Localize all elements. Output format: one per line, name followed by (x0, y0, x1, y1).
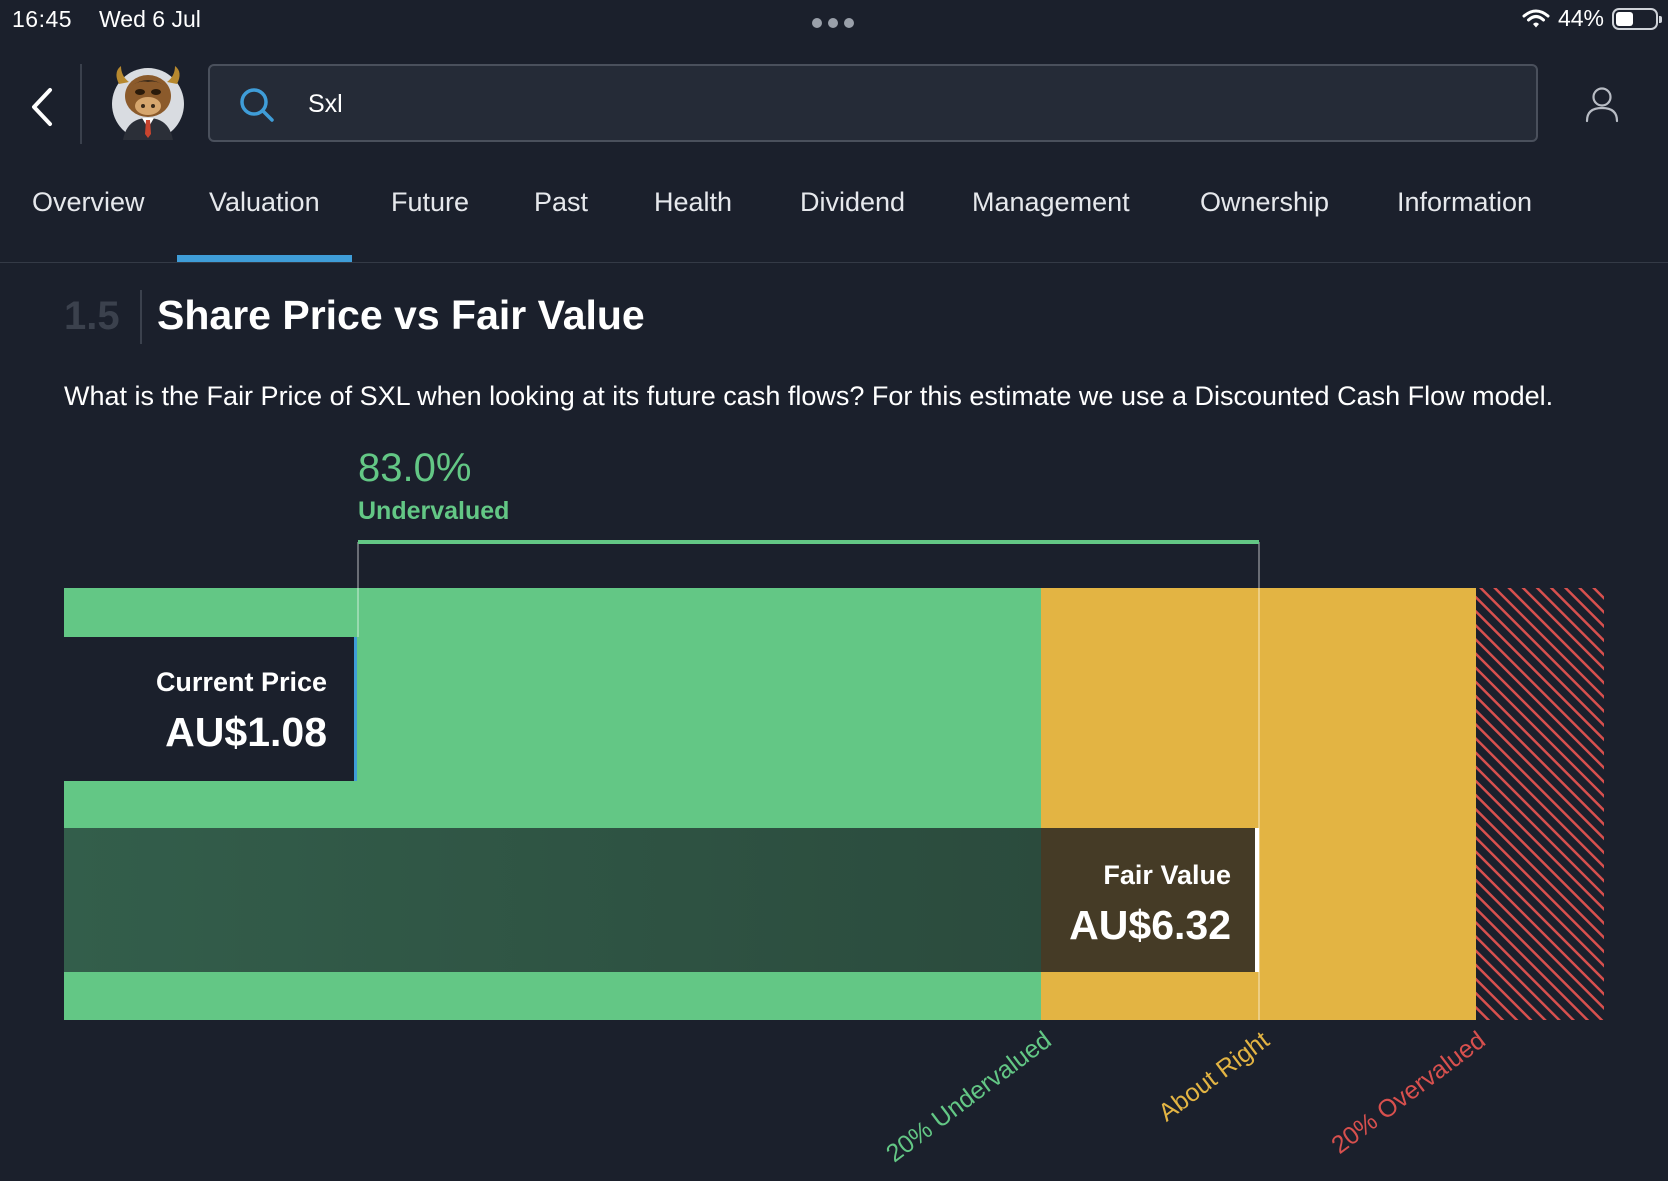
tab-management[interactable]: Management (972, 187, 1130, 217)
multitasking-dots-icon[interactable] (812, 18, 854, 28)
battery-percent: 44% (1557, 5, 1604, 31)
search-icon (240, 88, 274, 122)
fair-value-value: AU$6.32 (1069, 902, 1231, 948)
tab-valuation[interactable]: Valuation (177, 164, 352, 262)
fair-value-bar (64, 828, 1041, 972)
current-price-box: Current Price AU$1.08 (64, 637, 357, 781)
fair-value-label: Fair Value (1103, 860, 1231, 890)
chevron-left-icon (32, 88, 52, 126)
tab-future[interactable]: Future (391, 187, 470, 217)
tab-bar: Overview Valuation Future Past Health Di… (0, 164, 1668, 263)
user-icon[interactable] (1582, 84, 1622, 124)
discount-label: Undervalued (358, 497, 510, 525)
status-time: 16:45 (12, 6, 73, 32)
tab-dividend[interactable]: Dividend (800, 187, 906, 217)
app-header (0, 44, 1668, 164)
tab-ownership[interactable]: Ownership (1200, 187, 1330, 217)
header-divider (80, 64, 82, 144)
battery-icon (1612, 7, 1662, 30)
tab-past[interactable]: Past (534, 187, 589, 217)
status-indicators: 44% (1522, 5, 1662, 32)
section-number: 1.5 (64, 294, 120, 338)
overvalued-zone (1476, 588, 1604, 1020)
fair-value-box: Fair Value AU$6.32 (1041, 828, 1259, 972)
search-box[interactable] (208, 64, 1538, 142)
status-date: Wed 6 Jul (99, 6, 201, 32)
tab-overview[interactable]: Overview (32, 187, 145, 217)
section-divider (140, 290, 142, 344)
tab-information[interactable]: Information (1397, 187, 1533, 217)
bull-mascot-avatar[interactable] (109, 62, 187, 142)
search-input[interactable] (306, 82, 1510, 126)
status-bar: 16:45 Wed 6 Jul 44% (0, 0, 1668, 44)
wifi-icon (1522, 9, 1550, 27)
back-button[interactable] (22, 82, 62, 132)
current-price-value: AU$1.08 (165, 709, 327, 755)
tab-health[interactable]: Health (654, 187, 733, 217)
section-description: What is the Fair Price of SXL when looki… (64, 381, 1554, 411)
section-title: Share Price vs Fair Value (157, 292, 645, 338)
current-price-label: Current Price (155, 667, 327, 697)
discount-percent: 83.0% (358, 446, 472, 490)
